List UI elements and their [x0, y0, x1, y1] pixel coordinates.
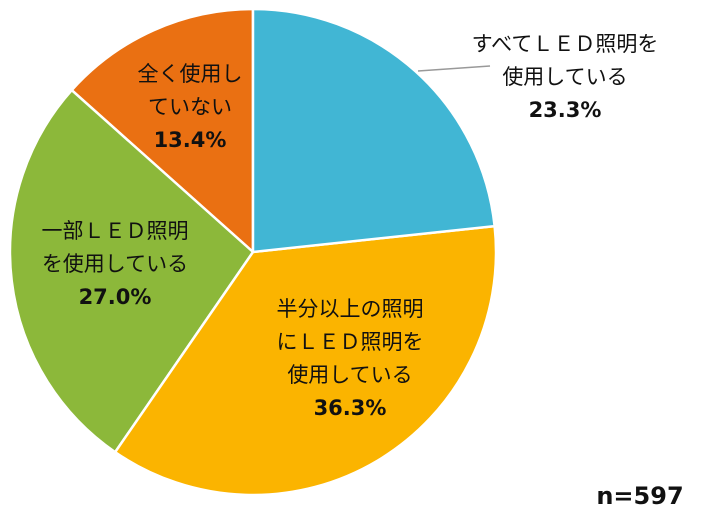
slice-label: 全く使用していない [138, 62, 243, 119]
value-label: 36.3% [314, 396, 387, 420]
slice [251, 7, 496, 254]
slice [69, 7, 255, 255]
value-label: 23.3% [529, 98, 602, 122]
leader-line [417, 65, 491, 72]
slice-label: 半分以上の照明にＬＥＤ照明を使用している [277, 297, 424, 387]
labels: すべてＬＥＤ照明を使用している 23.3% 半分以上の照明にＬＥＤ照明を使用している… [42, 32, 659, 420]
slice-label: 一部ＬＥＤ照明を使用している [42, 219, 189, 276]
value-label: 13.4% [154, 128, 227, 152]
slice [8, 88, 255, 454]
sample-size: n=597 [596, 482, 683, 510]
slice [113, 224, 498, 497]
value-label: 27.0% [79, 285, 152, 309]
slice-label: すべてＬＥＤ照明を使用している [472, 32, 659, 89]
